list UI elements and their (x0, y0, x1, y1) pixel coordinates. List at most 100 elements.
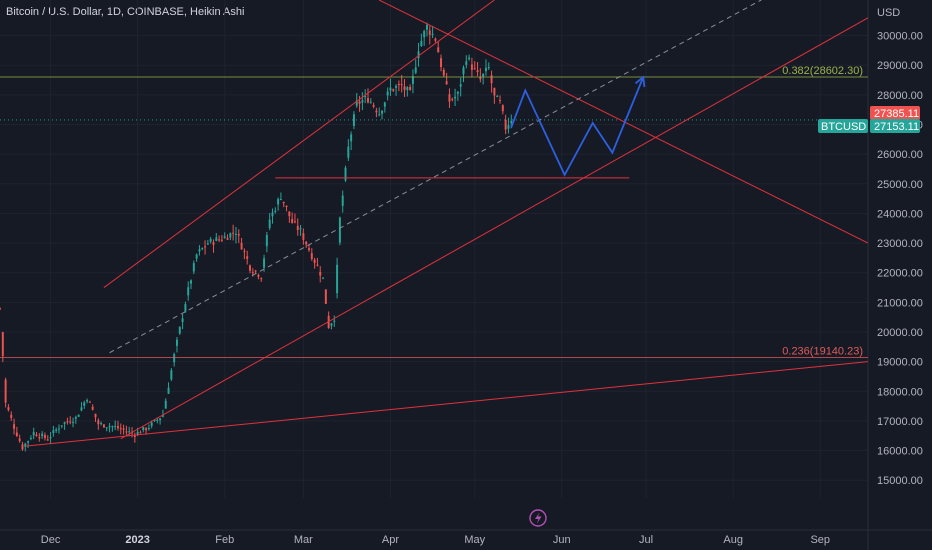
candle-body (336, 264, 339, 294)
price-badges: 27385.11 BTCUSD 27153.11 (818, 106, 920, 133)
x-tick-label: May (464, 534, 485, 546)
candle-body (102, 424, 105, 428)
candle-body (13, 424, 16, 429)
candle-body (69, 421, 72, 423)
candle-body (504, 119, 507, 130)
candle-body (434, 38, 437, 41)
candle-body (496, 96, 499, 98)
x-tick-label: Apr (382, 534, 399, 546)
candle-body (479, 76, 482, 80)
candle-body (352, 114, 355, 126)
candle-body (111, 426, 114, 428)
candle-body (291, 218, 294, 223)
candle-body (296, 225, 299, 230)
candle-body (369, 101, 372, 103)
candle-body (431, 34, 434, 36)
candle-body (425, 24, 428, 30)
projection-arrowhead (634, 75, 646, 88)
fib-level-label: 0.236(19140.23) (782, 345, 863, 357)
candle-body (190, 280, 192, 284)
candle-body (1, 332, 4, 357)
time-axis[interactable]: Dec 2023 Feb Mar Apr May Jun Jul Aug Sep (41, 534, 830, 546)
candle-body (52, 430, 55, 433)
candle-body (246, 256, 249, 259)
candle-body (105, 427, 108, 429)
y-tick-label: 28000.00 (877, 90, 923, 102)
candle-body (330, 323, 333, 326)
lightning-icon[interactable] (529, 509, 547, 527)
candle-body (147, 428, 150, 430)
candle-body (465, 61, 468, 65)
candle-body (167, 387, 170, 394)
candle-body (367, 98, 369, 103)
y-tick-label: 15000.00 (877, 475, 923, 487)
candle-body (442, 69, 445, 76)
x-tick-label: Aug (723, 534, 743, 546)
candle-body (392, 89, 395, 91)
candle-body (35, 434, 38, 437)
candle-body (414, 67, 417, 73)
candle-body (473, 68, 476, 70)
candle-body (29, 438, 32, 440)
candle-body (24, 443, 27, 447)
candle-body (445, 81, 448, 85)
candle-body (119, 428, 122, 430)
candle-body (195, 254, 198, 259)
candle-body (58, 428, 60, 430)
candle-body (364, 95, 367, 98)
candle-body (212, 242, 215, 245)
candle-body (271, 212, 274, 217)
trendline-upper-channel (103, 0, 495, 288)
candle-body (355, 100, 358, 106)
y-tick-label: 23000.00 (877, 238, 923, 250)
candle-body (476, 70, 479, 72)
x-tick-label: Feb (215, 534, 234, 546)
symbol-badge-text: BTCUSD (821, 121, 866, 133)
candle-body (454, 96, 457, 99)
candle-body (164, 400, 167, 409)
current-price-badge (870, 119, 920, 133)
candle-body (308, 248, 310, 250)
candle-body (181, 318, 184, 323)
candle-body (249, 265, 251, 271)
candle-body (97, 420, 100, 425)
candle-body (305, 241, 308, 245)
y-tick-label: 16000.00 (877, 446, 923, 458)
candle-body (142, 427, 145, 431)
candle-body (122, 428, 125, 430)
candle-body (150, 422, 153, 426)
price-axis[interactable]: USD 30000.0029000.0028000.0027000.002600… (877, 7, 923, 487)
candle-body (114, 425, 117, 427)
candle-body (293, 221, 296, 223)
x-tick-label: Jun (553, 534, 571, 546)
candle-body (108, 426, 111, 428)
candle-body (285, 205, 288, 208)
candle-body (86, 399, 89, 402)
x-tick-label: Sep (810, 534, 830, 546)
candle-body (350, 134, 353, 142)
candle-body (389, 87, 392, 91)
candle-body (27, 441, 30, 443)
candle-body (319, 271, 322, 276)
candle-body (437, 47, 440, 53)
candle-body (187, 287, 190, 296)
candle-body (417, 51, 420, 59)
candle-body (243, 250, 246, 252)
last-price-badge (870, 106, 920, 120)
candle-body (375, 110, 378, 113)
candle-body (274, 210, 277, 212)
candle-body (251, 272, 254, 274)
candle-body (493, 87, 496, 96)
x-tick-label: Jul (639, 534, 653, 546)
y-tick-label: 26000.00 (877, 149, 923, 161)
candle-body (100, 423, 103, 425)
candle-body (46, 439, 49, 441)
trendline-long-term-support (25, 361, 869, 447)
y-tick-label: 29000.00 (877, 60, 923, 72)
y-tick-label: 25000.00 (877, 179, 923, 191)
candle-body (501, 105, 504, 112)
price-axis-unit: USD (877, 7, 900, 19)
candle-body (448, 94, 451, 102)
candle-body (459, 84, 462, 87)
